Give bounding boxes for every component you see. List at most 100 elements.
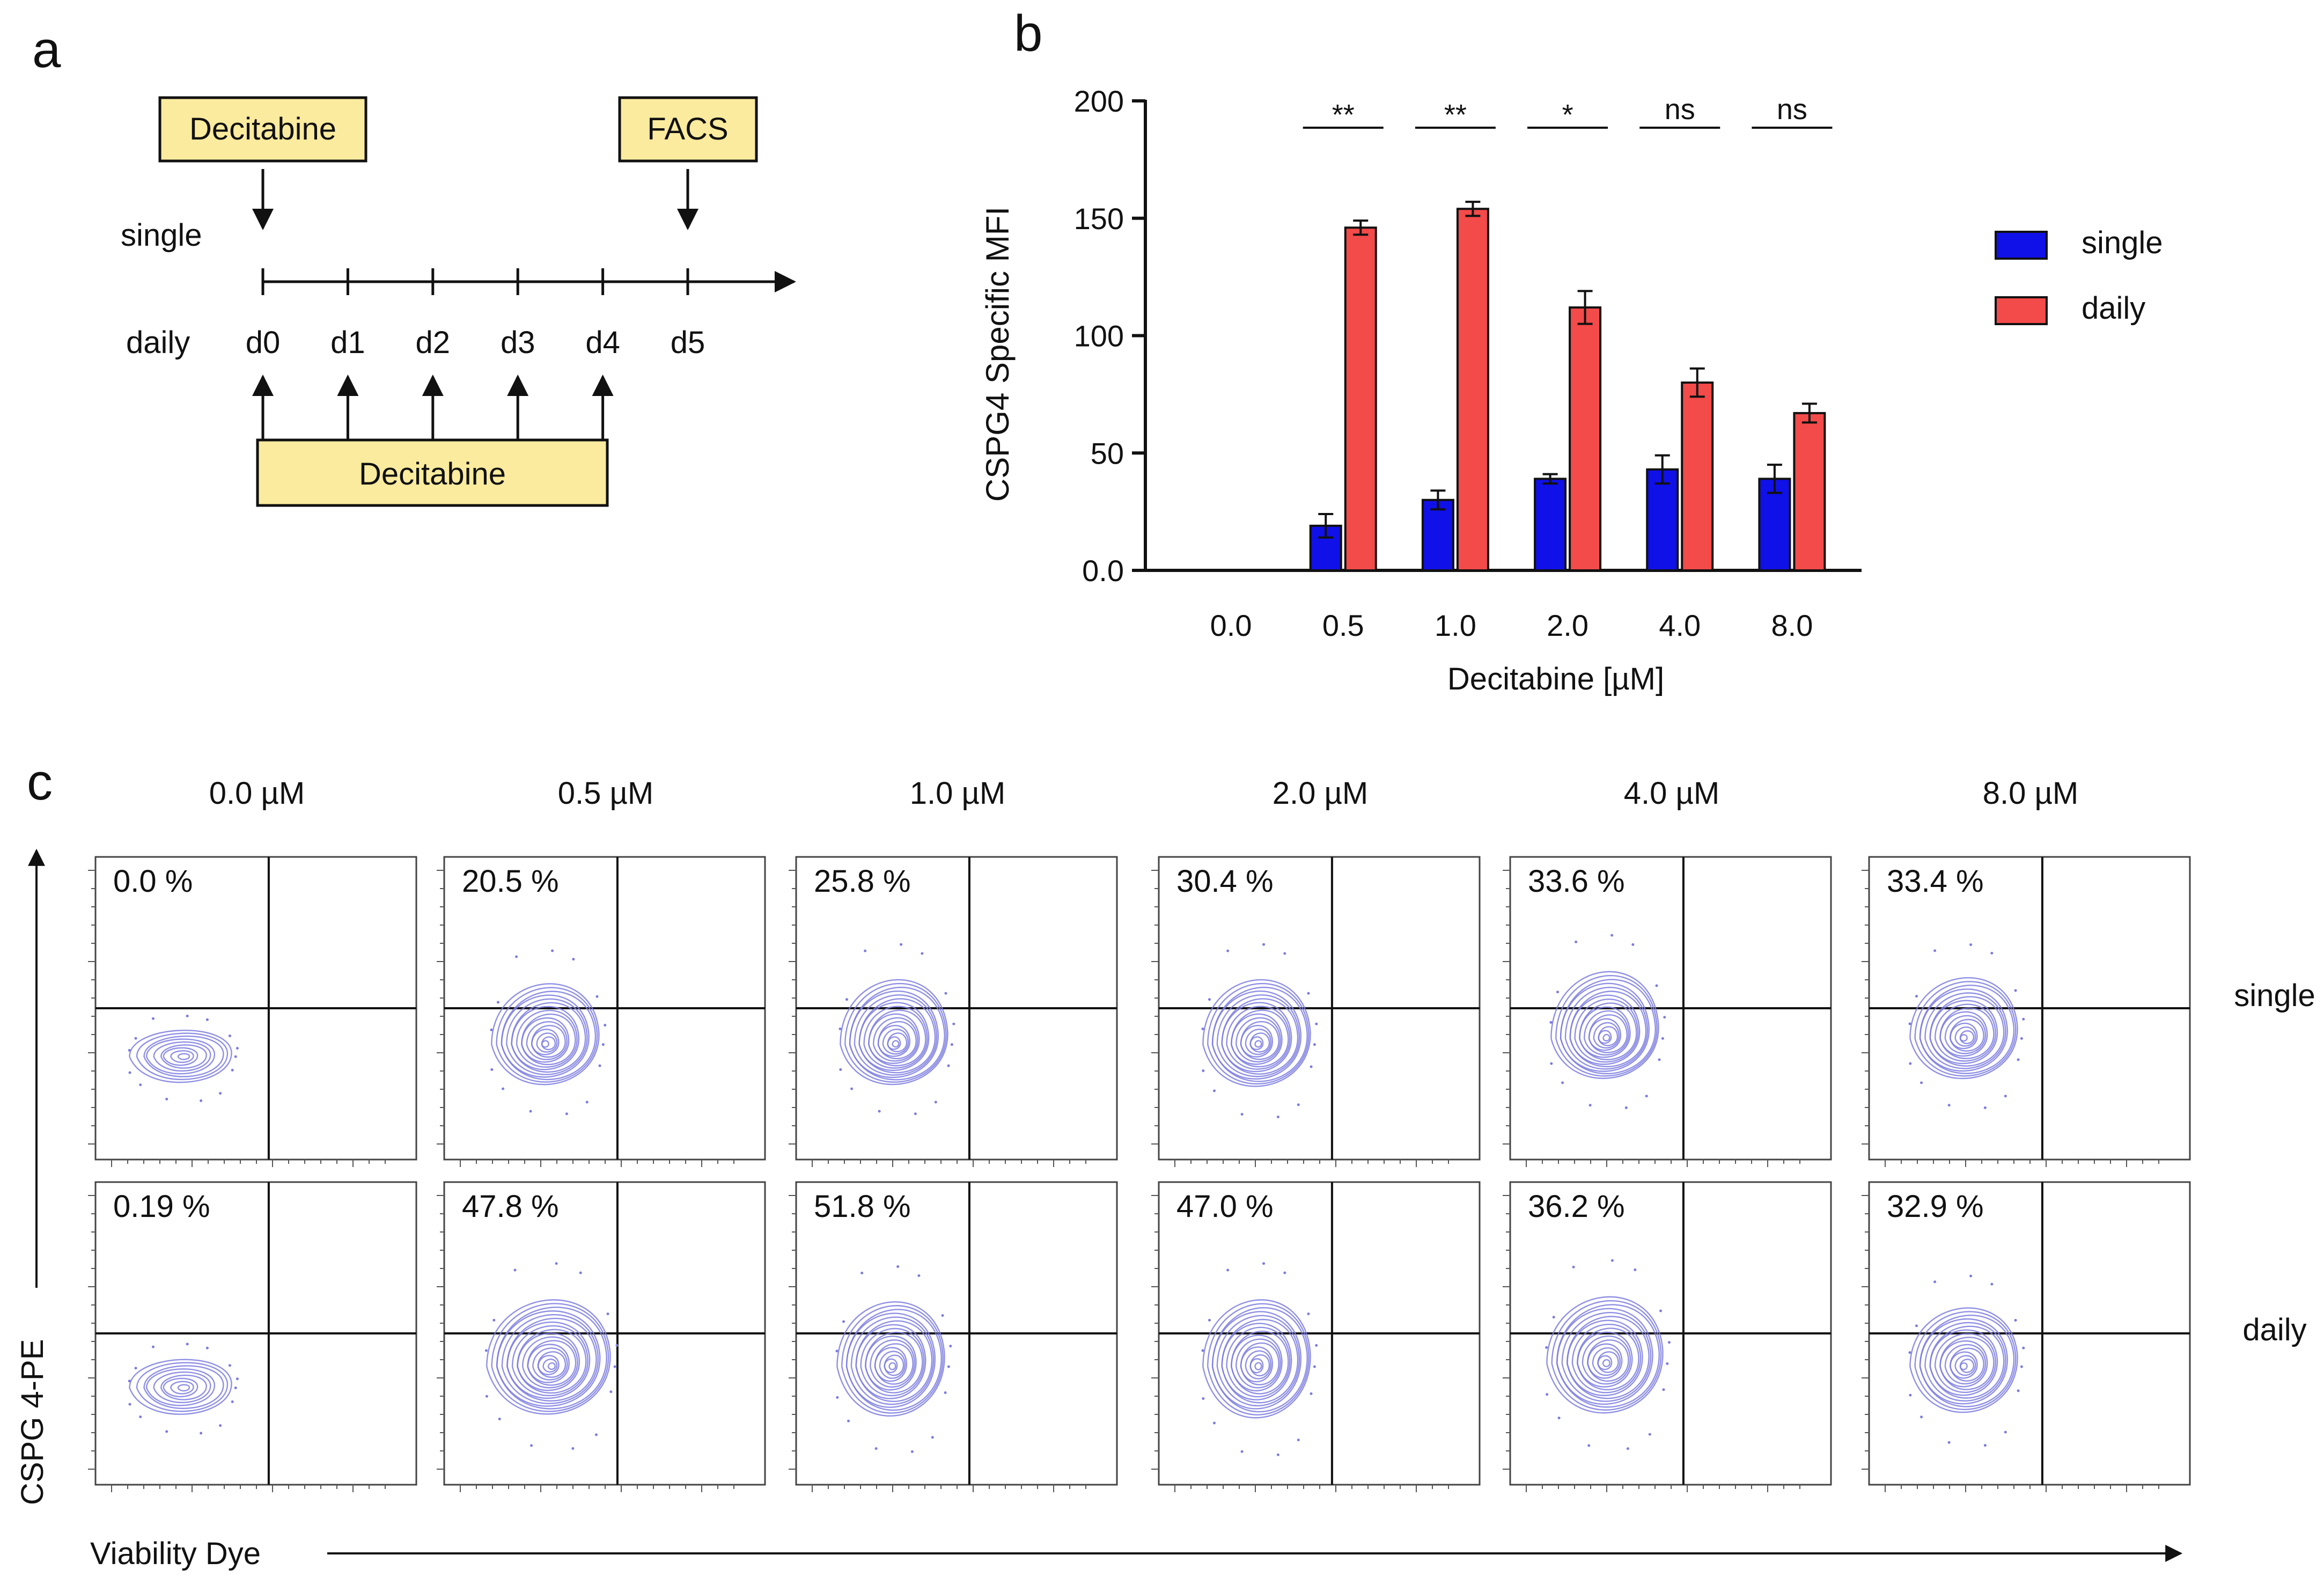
significance-label: ns bbox=[1665, 93, 1695, 126]
outlier-event bbox=[861, 1271, 864, 1274]
density-contour bbox=[1592, 1347, 1621, 1376]
facs-plot: 0.0 % bbox=[88, 856, 417, 1167]
density-contour bbox=[511, 1006, 580, 1070]
density-contour bbox=[1579, 1006, 1631, 1058]
density-contour bbox=[1546, 1296, 1664, 1414]
outlier-event bbox=[165, 1430, 168, 1433]
outlier-event bbox=[1983, 1106, 1987, 1109]
density-contour bbox=[1919, 985, 2015, 1074]
outlier-event bbox=[186, 1014, 189, 1017]
density-contour bbox=[526, 1021, 568, 1060]
outlier-event bbox=[910, 1450, 914, 1453]
density-contour bbox=[863, 1006, 928, 1069]
outlier-event bbox=[555, 1262, 558, 1265]
bar-single bbox=[1534, 478, 1567, 571]
outlier-event bbox=[1909, 1393, 1912, 1397]
outlier-event bbox=[1920, 1081, 1923, 1084]
density-contour bbox=[160, 1374, 207, 1400]
outlier-event bbox=[1276, 1453, 1279, 1456]
outlier-event bbox=[604, 1024, 607, 1027]
density-contour bbox=[496, 987, 598, 1083]
density-contour bbox=[1202, 979, 1311, 1087]
outlier-event bbox=[1908, 1022, 1911, 1025]
outlier-event bbox=[128, 1071, 131, 1074]
density-contour bbox=[521, 1013, 576, 1066]
outlier-event bbox=[585, 1101, 589, 1104]
density-contour bbox=[855, 1324, 926, 1399]
density-contour bbox=[1211, 1311, 1301, 1410]
density-contour bbox=[1216, 994, 1300, 1077]
quadrant-percentage: 51.8 % bbox=[814, 1189, 911, 1224]
density-contour bbox=[1950, 1022, 1978, 1050]
density-contour bbox=[1598, 1030, 1612, 1044]
quadrant-percentage: 36.2 % bbox=[1528, 1189, 1625, 1224]
outlier-event bbox=[606, 1312, 609, 1316]
outlier-event bbox=[944, 1391, 947, 1395]
outlier-event bbox=[205, 1018, 209, 1021]
density-contour bbox=[1939, 1337, 1995, 1390]
density-contour bbox=[1560, 979, 1656, 1075]
density-contour bbox=[129, 1030, 232, 1083]
outlier-event bbox=[1915, 1324, 1918, 1327]
density-contour bbox=[501, 1314, 599, 1404]
density-contour bbox=[1249, 1032, 1270, 1053]
density-contour bbox=[1211, 987, 1308, 1082]
facs-plot: 25.8 % bbox=[789, 856, 1118, 1167]
quadrant-percentage: 0.19 % bbox=[113, 1189, 210, 1224]
facs-plot: 30.4 % bbox=[1151, 856, 1481, 1167]
quadrant-percentage: 30.4 % bbox=[1176, 864, 1274, 899]
outlier-event bbox=[1310, 1065, 1313, 1068]
outlier-event bbox=[496, 1001, 499, 1004]
outlier-event bbox=[947, 1365, 950, 1368]
quadrant-percentage: 47.8 % bbox=[462, 1189, 559, 1224]
density-contour bbox=[1556, 1308, 1653, 1405]
outlier-event bbox=[1556, 991, 1559, 994]
density-contour bbox=[1216, 1315, 1300, 1406]
outlier-event bbox=[231, 1400, 234, 1403]
outlier-event bbox=[551, 949, 554, 952]
density-contour bbox=[537, 1351, 567, 1378]
significance-label: ** bbox=[1332, 99, 1355, 131]
significance-label: ns bbox=[1777, 93, 1807, 126]
panel-a: a Decitabine FACS single daily d0 d1 d2 d3 d… bbox=[32, 21, 796, 507]
density-contour bbox=[860, 1327, 925, 1397]
significance-label: * bbox=[1562, 99, 1573, 131]
density-contour bbox=[531, 1029, 560, 1055]
density-contour bbox=[501, 991, 597, 1080]
legend-swatch-daily bbox=[1995, 296, 2048, 325]
density-contour bbox=[1221, 998, 1299, 1075]
outlier-event bbox=[234, 1387, 237, 1390]
outlier-event bbox=[490, 1068, 494, 1071]
outlier-event bbox=[601, 1043, 605, 1046]
outlier-event bbox=[1226, 949, 1230, 952]
outlier-event bbox=[1262, 1262, 1266, 1265]
density-contour bbox=[170, 1050, 194, 1063]
legend-label-daily: daily bbox=[2082, 291, 2145, 326]
outlier-event bbox=[485, 1395, 488, 1398]
outlier-event bbox=[234, 1055, 237, 1058]
density-contour bbox=[486, 1299, 611, 1415]
bar-single bbox=[1421, 498, 1454, 571]
density-contour bbox=[1235, 1338, 1281, 1389]
density-contour bbox=[1934, 1333, 1996, 1393]
quadrant-percentage: 20.5 % bbox=[462, 864, 559, 899]
outlier-event bbox=[1666, 1362, 1669, 1365]
y-tick-label: 200 bbox=[1074, 84, 1124, 118]
bar-daily bbox=[1344, 226, 1377, 571]
outlier-event bbox=[219, 1092, 222, 1095]
density-contour bbox=[541, 1040, 549, 1048]
outlier-event bbox=[2020, 1037, 2023, 1040]
density-contour bbox=[1577, 1331, 1633, 1388]
outlier-event bbox=[1552, 1316, 1555, 1319]
outlier-event bbox=[1213, 1089, 1216, 1092]
density-contour bbox=[888, 1362, 896, 1370]
quadrant-percentage: 47.0 % bbox=[1176, 1189, 1274, 1224]
outlier-event bbox=[228, 1034, 231, 1037]
outlier-event bbox=[1572, 1265, 1575, 1268]
outlier-event bbox=[950, 1043, 953, 1046]
outlier-event bbox=[1226, 1268, 1230, 1272]
outlier-event bbox=[1213, 1421, 1216, 1425]
density-contour bbox=[1564, 987, 1649, 1070]
viability-dye-axis-label: Viability Dye bbox=[90, 1536, 261, 1571]
